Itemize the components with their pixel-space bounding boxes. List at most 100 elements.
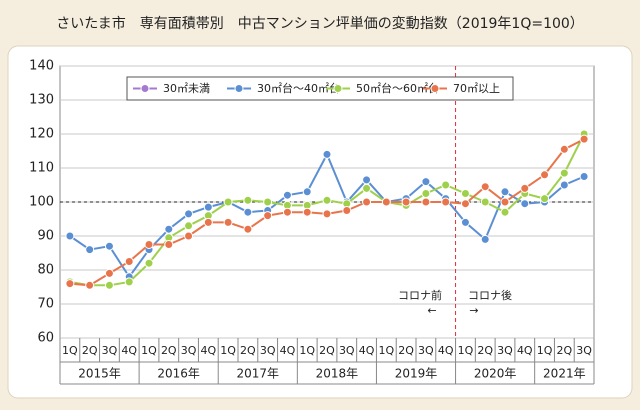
data-point bbox=[85, 245, 95, 255]
x-tick-label: 1Q bbox=[220, 344, 236, 357]
year-label: 2016年 bbox=[157, 367, 200, 381]
data-point bbox=[223, 197, 233, 207]
x-tick-label: 4Q bbox=[517, 344, 533, 357]
year-label: 2018年 bbox=[316, 367, 359, 381]
data-point bbox=[184, 209, 194, 219]
data-point bbox=[579, 134, 589, 144]
y-tick-label: 130 bbox=[29, 93, 54, 108]
data-point bbox=[441, 180, 451, 190]
data-point bbox=[362, 175, 372, 185]
x-tick-label: 1Q bbox=[62, 344, 78, 357]
annotation: → bbox=[469, 304, 478, 317]
data-point bbox=[243, 195, 253, 205]
data-point bbox=[421, 197, 431, 207]
data-point bbox=[104, 241, 114, 251]
year-label: 2021年 bbox=[543, 367, 586, 381]
data-point bbox=[579, 172, 589, 181]
data-point bbox=[282, 190, 292, 200]
data-point bbox=[104, 268, 114, 278]
data-point bbox=[480, 234, 490, 244]
legend-label: 70㎡以上 bbox=[453, 82, 500, 95]
data-point bbox=[322, 209, 332, 219]
x-tick-label: 2Q bbox=[240, 344, 256, 357]
data-point bbox=[263, 197, 273, 207]
x-tick-label: 3Q bbox=[418, 344, 434, 357]
x-tick-label: 2Q bbox=[82, 344, 98, 357]
x-tick-label: 4Q bbox=[280, 344, 296, 357]
x-tick-label: 4Q bbox=[438, 344, 454, 357]
data-point bbox=[540, 194, 550, 204]
y-tick-label: 140 bbox=[29, 59, 54, 74]
legend-label: 30㎡未満 bbox=[163, 82, 210, 95]
data-point bbox=[164, 240, 174, 249]
data-point bbox=[65, 279, 75, 289]
y-tick-label: 60 bbox=[37, 331, 54, 346]
data-point bbox=[322, 195, 332, 205]
data-point bbox=[500, 207, 510, 217]
x-tick-label: 1Q bbox=[378, 344, 394, 357]
annotation: コロナ前 bbox=[398, 288, 442, 302]
data-point bbox=[184, 221, 194, 231]
year-label: 2017年 bbox=[237, 367, 280, 381]
data-point bbox=[104, 280, 114, 290]
x-tick-label: 3Q bbox=[102, 344, 118, 357]
legend-box bbox=[126, 76, 514, 101]
data-point bbox=[540, 170, 550, 180]
x-tick-label: 2Q bbox=[161, 344, 177, 357]
legend-marker bbox=[430, 84, 440, 93]
legend-marker bbox=[140, 84, 150, 93]
data-point bbox=[263, 211, 273, 221]
x-tick-label: 3Q bbox=[260, 344, 276, 357]
data-point bbox=[342, 206, 352, 215]
data-point bbox=[520, 183, 530, 193]
data-point bbox=[460, 189, 470, 198]
data-point bbox=[480, 182, 490, 192]
x-tick-label: 3Q bbox=[339, 344, 355, 357]
x-tick-label: 4Q bbox=[359, 344, 375, 357]
data-point bbox=[460, 199, 470, 209]
data-point bbox=[282, 207, 292, 217]
data-point bbox=[381, 197, 391, 207]
data-point bbox=[460, 217, 470, 227]
data-point bbox=[362, 197, 372, 207]
x-tick-label: 2Q bbox=[556, 344, 572, 357]
legend-label: 30㎡台～40㎡台 bbox=[257, 81, 340, 95]
annotation: ← bbox=[427, 304, 436, 317]
data-point bbox=[164, 224, 174, 234]
legend-marker bbox=[333, 84, 343, 93]
x-tick-label: 1Q bbox=[299, 344, 315, 357]
x-tick-label: 1Q bbox=[141, 344, 157, 357]
data-point bbox=[559, 168, 569, 178]
data-point bbox=[124, 277, 134, 287]
data-point bbox=[362, 183, 372, 193]
data-point bbox=[441, 197, 451, 207]
data-point bbox=[85, 280, 95, 290]
y-tick-label: 110 bbox=[29, 161, 54, 176]
data-point bbox=[302, 187, 312, 197]
legend-marker bbox=[234, 84, 244, 93]
y-tick-label: 80 bbox=[37, 263, 54, 278]
data-point bbox=[500, 187, 510, 197]
data-point bbox=[144, 258, 154, 268]
data-point bbox=[421, 189, 431, 198]
data-point bbox=[480, 197, 490, 207]
y-tick-label: 100 bbox=[29, 195, 54, 210]
data-point bbox=[144, 240, 154, 249]
data-point bbox=[184, 231, 194, 241]
x-tick-label: 2Q bbox=[319, 344, 335, 357]
data-point bbox=[421, 177, 431, 187]
data-point bbox=[520, 199, 530, 209]
data-point bbox=[223, 217, 233, 227]
data-point bbox=[322, 149, 332, 159]
data-point bbox=[401, 197, 411, 207]
data-point bbox=[65, 231, 75, 241]
data-point bbox=[500, 197, 510, 207]
legend-label: 50㎡台～60㎡台 bbox=[356, 81, 439, 95]
x-tick-label: 1Q bbox=[537, 344, 553, 357]
data-point bbox=[243, 207, 253, 217]
data-point bbox=[302, 207, 312, 217]
annotation: コロナ後 bbox=[468, 288, 512, 302]
data-point bbox=[124, 257, 134, 266]
chart-title: さいたま市 専有面積帯別 中古マンション坪単価の変動指数（2019年1Q=100… bbox=[56, 15, 584, 32]
